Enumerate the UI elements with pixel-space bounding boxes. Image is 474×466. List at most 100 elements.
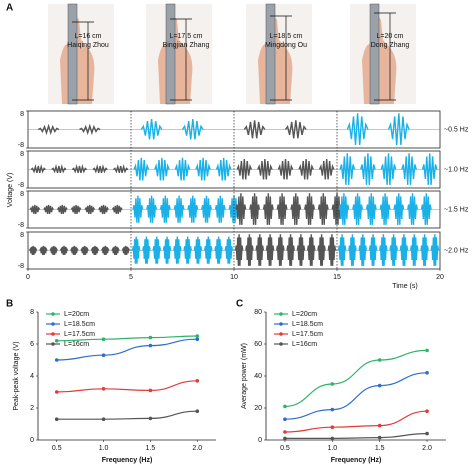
burst (28, 245, 38, 255)
photo-name: Dong Zhang (371, 42, 410, 49)
y-axis-title: Voltage (V) (7, 173, 14, 208)
point (195, 409, 200, 414)
burst-group (28, 245, 131, 255)
burst (133, 157, 150, 181)
burst (132, 195, 144, 223)
y-tick-label: -8 (18, 222, 24, 229)
panel-label: C (236, 299, 243, 310)
burst (407, 193, 418, 225)
burst (49, 245, 59, 255)
burst-group (37, 123, 101, 136)
burst (214, 195, 226, 223)
point (101, 337, 106, 342)
photo-name: Bingjian Zhang (163, 42, 210, 49)
burst (203, 236, 213, 264)
burst (337, 234, 347, 266)
row-label: ~2.0 Hz (444, 247, 469, 254)
series-line (284, 372, 428, 420)
burst (387, 113, 410, 145)
burst (79, 123, 101, 136)
legend-label: L=17.5cm (292, 331, 323, 338)
y-tick-label: 8 (20, 191, 24, 198)
burst (187, 195, 199, 223)
photo-length: L=16 cm (74, 33, 101, 40)
point (330, 407, 335, 412)
series-line (284, 349, 428, 407)
point (283, 417, 287, 422)
legend-marker (51, 322, 55, 326)
y-tick-label: 0 (30, 437, 34, 444)
burst (152, 236, 162, 264)
burst (39, 245, 48, 255)
burst (193, 236, 203, 264)
y-tick-label: 8 (30, 309, 34, 316)
burst (146, 195, 158, 223)
burst (162, 236, 172, 264)
burst (348, 234, 357, 266)
burst (201, 195, 212, 223)
burst (159, 195, 171, 223)
burst (43, 204, 54, 214)
ruler (369, 3, 380, 105)
legend-label: L=17.5cm (64, 331, 95, 338)
burst-group (132, 195, 240, 223)
burst (360, 153, 376, 185)
point (148, 388, 153, 393)
burst (173, 195, 185, 223)
burst-group (337, 234, 440, 266)
series-line (284, 410, 428, 433)
y-tick-label: 8 (20, 151, 24, 158)
burst (339, 153, 356, 185)
y-tick-label: 60 (254, 341, 262, 348)
burst (379, 193, 391, 225)
legend-marker (279, 322, 283, 326)
point (148, 335, 153, 340)
burst (430, 234, 440, 266)
x-tick-label: 0 (26, 274, 30, 281)
burst-group (234, 234, 337, 266)
burst (56, 204, 68, 214)
point (425, 431, 429, 436)
burst (71, 164, 88, 174)
burst-group (29, 204, 123, 214)
burst-group (140, 119, 204, 140)
point (330, 425, 335, 430)
burst (255, 234, 265, 266)
burst (276, 193, 288, 225)
legend-label: L=20cm (292, 311, 317, 318)
burst (317, 234, 326, 266)
point (377, 358, 382, 362)
point (425, 371, 429, 375)
point (283, 436, 287, 441)
burst (276, 234, 285, 266)
legend-label: L=18.5cm (292, 321, 323, 328)
burst (84, 204, 96, 214)
y-axis-title: Peak-peak voltage (V) (13, 341, 20, 410)
series-line (56, 410, 198, 420)
burst (183, 236, 192, 264)
x-tick-label: 1.0 (99, 445, 109, 452)
point (283, 404, 287, 409)
burst-group (338, 193, 432, 225)
legend-label: L=18.5cm (64, 321, 95, 328)
legend-label: L=20cm (64, 311, 89, 318)
burst (195, 157, 211, 181)
point (377, 383, 382, 388)
point (330, 382, 335, 386)
panel-label: B (6, 299, 13, 310)
point (148, 343, 153, 348)
burst (420, 234, 429, 266)
photo-name: Haiqing Zhou (67, 42, 109, 49)
burst (420, 193, 432, 225)
photo-name: Mingdong Ou (265, 42, 307, 49)
burst (140, 119, 163, 140)
burst (393, 193, 405, 225)
point (195, 379, 200, 383)
x-tick-label: 15 (333, 274, 341, 281)
legend-marker (51, 312, 55, 316)
point (425, 348, 429, 353)
burst (262, 193, 274, 225)
burst-group (243, 120, 307, 139)
point (54, 417, 59, 422)
ruler (265, 3, 276, 105)
